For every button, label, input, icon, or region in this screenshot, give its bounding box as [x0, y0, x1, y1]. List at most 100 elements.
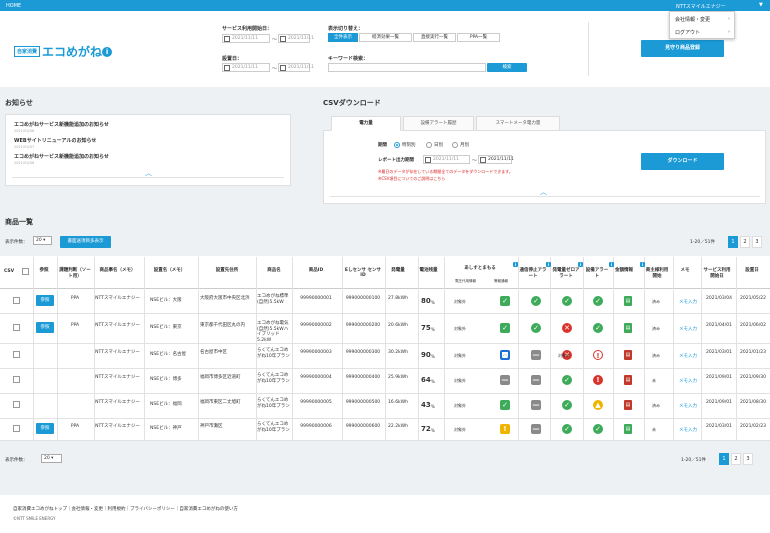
toggle-economic[interactable]: 経済効果一覧 — [359, 33, 412, 42]
memo-link[interactable]: メモ入力 — [679, 379, 697, 384]
toggle-all[interactable]: 全件表示 — [328, 33, 358, 42]
document-icon[interactable]: ▤ — [624, 296, 632, 306]
start-date-from[interactable]: 2021/11/11 — [222, 34, 270, 43]
row-checkbox[interactable] — [13, 425, 20, 432]
row-checkbox[interactable] — [13, 351, 20, 358]
column-divider — [144, 257, 145, 440]
assist-status: 対象外 — [454, 403, 466, 408]
column-header[interactable]: 電池残量 — [419, 268, 438, 273]
column-header[interactable]: 設置日 — [745, 268, 759, 273]
tab-power[interactable]: 電力量 — [331, 116, 401, 131]
column-header[interactable]: 商品ID — [308, 268, 324, 273]
battery-cell: 72 — [421, 425, 431, 433]
column-header[interactable]: 参照 — [39, 268, 49, 273]
toggle-direct[interactable]: 直接実行一覧 — [413, 33, 456, 42]
memo-link[interactable]: メモ入力 — [679, 354, 697, 359]
document-icon[interactable]: ▤ — [624, 375, 632, 385]
select-all-checkbox[interactable] — [22, 268, 29, 275]
column-header[interactable]: あしすとまもる — [464, 266, 496, 271]
news-item[interactable]: エコめがねサービス新機能追加のお知らせ — [14, 122, 109, 128]
column-header[interactable]: 発電量 — [391, 268, 405, 273]
install-date-from[interactable]: 2021/11/11 — [222, 63, 270, 72]
install-date-to[interactable]: 2021/11/11 — [278, 63, 314, 72]
tab-alert-history[interactable]: 設備アラート履歴 — [403, 116, 474, 131]
minus-icon: — — [531, 424, 541, 434]
company-menu[interactable]: NTTスマイルエナジー — [676, 4, 726, 10]
csv-date-to[interactable]: 2021/11/11 — [478, 155, 514, 164]
battery-cell: 75 — [421, 324, 431, 332]
menu-company-info[interactable]: 会社情報・変更 — [675, 17, 711, 23]
install-date: 2021/05/22 — [740, 296, 766, 301]
csv-date-from[interactable]: 2021/11/11 — [423, 155, 470, 164]
column-header[interactable]: 通信停止アラート — [519, 268, 547, 279]
site-cell: NSEビル：東京 — [150, 325, 182, 330]
column-header[interactable]: 設置先住所 — [215, 268, 239, 273]
menu-logout[interactable]: ログアウト — [675, 30, 701, 36]
start-date-to[interactable]: 2021/11/11 — [278, 34, 314, 43]
memo-link[interactable]: メモ入力 — [679, 327, 697, 332]
calendar-icon — [280, 65, 286, 71]
logo[interactable]: 自家消費 エコめがね i — [14, 43, 113, 59]
document-icon[interactable]: ▤ — [624, 350, 632, 360]
footer-links[interactable]: 自家消費エコめがねトップ｜会社情報・変更｜利用規約｜プライバシーポリシー｜自家消… — [13, 507, 238, 512]
ref-button[interactable]: 参照 — [36, 295, 54, 306]
row-checkbox[interactable] — [13, 401, 20, 408]
news-item[interactable]: エコめがねサービス新機能追加のお知らせ — [14, 154, 109, 160]
memo-link[interactable]: メモ入力 — [679, 404, 697, 409]
column-header[interactable]: 課題判断（ソート用） — [59, 268, 91, 279]
column-divider — [550, 257, 551, 440]
memo-link[interactable]: メモ入力 — [679, 300, 697, 305]
news-item[interactable]: WEBサイトリニューアルのお知らせ — [14, 138, 97, 144]
row-checkbox[interactable] — [13, 297, 20, 304]
column-header[interactable]: 設備アラート — [585, 268, 609, 279]
ref-button[interactable]: 参照 — [36, 322, 54, 333]
page-2[interactable]: 2 — [731, 453, 741, 465]
page-3[interactable]: 3 — [743, 453, 753, 465]
battery-cell: 64 — [421, 376, 431, 384]
column-header[interactable]: 設置名（メモ） — [153, 268, 186, 273]
chevron-up-icon[interactable]: ︿ — [145, 169, 152, 177]
chevron-up-icon[interactable]: ︿ — [540, 188, 547, 196]
page-2[interactable]: 2 — [740, 236, 750, 248]
document-icon[interactable]: ▤ — [624, 400, 632, 410]
column-header[interactable]: 発電量ゼロアラート — [552, 268, 580, 279]
page-3[interactable]: 3 — [752, 236, 762, 248]
perpage-select[interactable]: 20 ▾ — [33, 236, 52, 245]
search-button[interactable]: 検索 — [487, 63, 527, 72]
memo-link[interactable]: メモ入力 — [679, 428, 697, 433]
csv-help-link[interactable]: ※CSV項目についてのご説明はこちら — [378, 176, 446, 181]
column-header[interactable]: サービス利用開始日 — [703, 268, 731, 279]
column-header[interactable]: 商主様利用開始 — [645, 268, 669, 279]
radio-hourly-label: 時刻別 — [402, 143, 416, 148]
type-cell: PPA — [70, 296, 80, 301]
column-header[interactable]: メモ — [680, 268, 690, 273]
radio-monthly[interactable] — [452, 142, 458, 148]
install-date: 2021/08/30 — [740, 400, 766, 405]
keyword-input[interactable] — [328, 63, 486, 72]
site-cell: NSEビル：名古屋 — [150, 352, 187, 357]
install-date: 2021/09/30 — [740, 375, 766, 380]
bulk-display-button[interactable]: 書面送項目多表示 — [60, 236, 111, 248]
register-button[interactable]: 見守り商品登録 — [641, 40, 724, 57]
perpage-select[interactable]: 20 ▾ — [41, 454, 62, 463]
document-icon[interactable]: ▤ — [624, 323, 632, 333]
row-checkbox[interactable] — [13, 324, 20, 331]
download-button[interactable]: ダウンロード — [641, 153, 724, 170]
document-icon[interactable]: ▤ — [624, 424, 632, 434]
row-checkbox[interactable] — [13, 376, 20, 383]
chevron-down-icon[interactable]: ▼ — [759, 2, 763, 8]
ref-button[interactable]: 参照 — [36, 423, 54, 434]
column-header[interactable]: 商品名 — [267, 268, 281, 273]
page-1[interactable]: 1 — [719, 453, 729, 465]
tab-smartmeter[interactable]: スマートメータ電力量 — [476, 116, 560, 131]
column-header[interactable]: Eしセンサ センサID — [344, 268, 382, 278]
radio-hourly[interactable] — [394, 142, 400, 148]
radio-daily[interactable] — [426, 142, 432, 148]
page-1[interactable]: 1 — [728, 236, 738, 248]
toggle-ppa[interactable]: PPA一覧 — [457, 33, 500, 42]
column-divider — [256, 257, 257, 440]
home-link[interactable]: HOME — [6, 3, 22, 9]
column-header[interactable]: 商品事名（メモ） — [99, 268, 136, 273]
range-text: 1-20／51件 — [681, 458, 706, 463]
column-header[interactable]: 金額情報 — [615, 268, 633, 273]
